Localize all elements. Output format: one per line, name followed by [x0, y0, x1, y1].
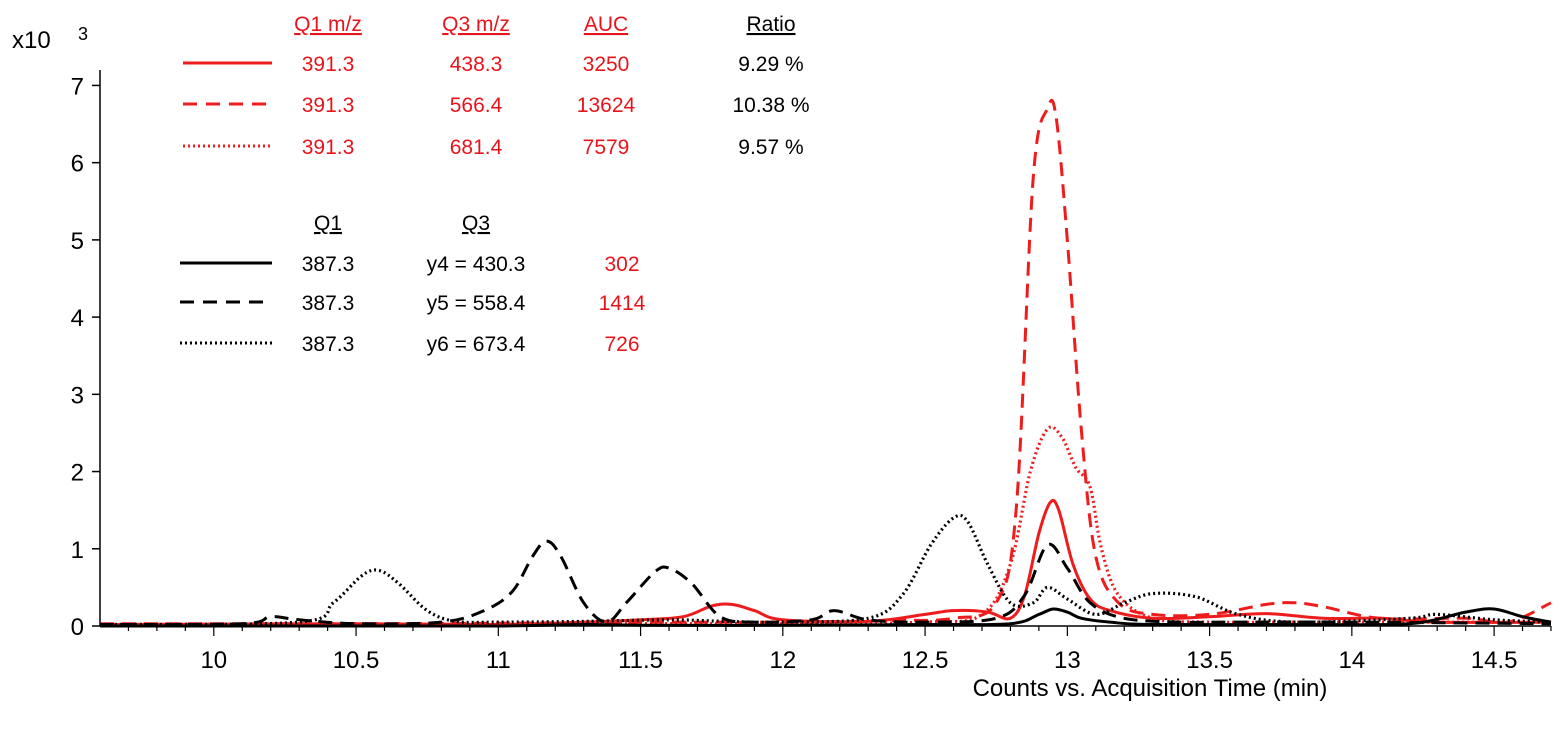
legend-heavy-q3: 566.4: [450, 94, 503, 117]
legend-light-q3: y4 = 430.3: [427, 253, 526, 276]
series-layer: [99, 98, 1552, 628]
x-tick-label: 11.5: [618, 647, 663, 674]
legend-header-q1: Q1 m/z: [294, 13, 362, 36]
legend-heavy-q1: 391.3: [302, 136, 355, 159]
x-tick-label: 14: [1338, 647, 1365, 674]
series-line-black-dashed: [99, 539, 1552, 627]
legend-heavy-ratio: 9.29 %: [738, 53, 803, 76]
legend-heavy-auc: 3250: [583, 53, 630, 76]
legend-heavy-ratio: 10.38 %: [732, 94, 809, 117]
x-tick-label: 12.5: [902, 647, 949, 674]
series-line-black-solid: [100, 607, 1552, 628]
y-tick-label: 3: [71, 382, 84, 409]
legend-header-auc: AUC: [584, 13, 628, 36]
legend-light-q3: y5 = 558.4: [427, 292, 526, 315]
legend-header-q1-light: Q1: [314, 212, 342, 235]
legend-light-auc: 302: [604, 253, 639, 276]
legend-heavy: Q1 m/z Q3 m/z AUC Ratio 391.3 438.3 3250…: [183, 13, 810, 159]
legend-header-ratio: Ratio: [746, 13, 795, 36]
x-tick-label: 14.5: [1471, 647, 1518, 674]
legend-heavy-q3: 438.3: [450, 53, 503, 76]
y-tick-label: 2: [71, 460, 84, 487]
x-tick-label: 10.5: [333, 647, 380, 674]
series-line-red-dashed: [99, 98, 1552, 626]
x-tick-label: 13: [1054, 647, 1081, 674]
series-line-red-dotted: [100, 425, 1551, 627]
y-multiplier-label: x10: [12, 27, 51, 54]
y-tick-label: 1: [71, 537, 84, 564]
legend-heavy-ratio: 9.57 %: [738, 136, 803, 159]
legend-light-q1: 387.3: [302, 292, 355, 315]
legend-heavy-auc: 7579: [583, 136, 630, 159]
y-tick-label: 5: [71, 228, 84, 255]
legend-light-q3: y6 = 673.4: [427, 333, 526, 356]
legend-light-q1: 387.3: [302, 333, 355, 356]
series-line-black-dotted: [99, 513, 1552, 627]
series-line-red-solid: [99, 498, 1552, 627]
legend-heavy-q1: 391.3: [302, 94, 355, 117]
y-tick-label: 7: [71, 73, 84, 100]
legend-header-q3: Q3 m/z: [442, 13, 510, 36]
x-tick-label: 10: [200, 647, 227, 674]
x-tick-label: 12: [769, 647, 796, 674]
legend-heavy-q3: 681.4: [450, 136, 503, 159]
legend-light-auc: 726: [604, 333, 639, 356]
x-tick-label: 11: [486, 647, 511, 674]
legend-heavy-q1: 391.3: [302, 53, 355, 76]
y-tick-label: 0: [71, 614, 84, 641]
y-axis-ticks: 0 1 2 3 4 5 6 7: [71, 73, 100, 641]
legend-light-auc: 1414: [599, 292, 646, 315]
legend-light: Q1 Q3 387.3 y4 = 430.3 302 387.3 y5 = 55…: [180, 212, 646, 356]
legend-light-q1: 387.3: [302, 253, 355, 276]
x-axis-ticks: 10 10.5 11 11.5 12 12.5 13 13.5 14 14.5: [127, 626, 1552, 674]
legend-heavy-auc: 13624: [577, 94, 636, 117]
x-tick-label: 13.5: [1186, 647, 1233, 674]
y-tick-label: 6: [71, 151, 84, 178]
legend-header-q3-light: Q3: [462, 212, 490, 235]
x-axis-title: Counts vs. Acquisition Time (min): [973, 675, 1328, 702]
y-multiplier-exponent: 3: [78, 24, 88, 44]
y-tick-label: 4: [71, 305, 84, 332]
